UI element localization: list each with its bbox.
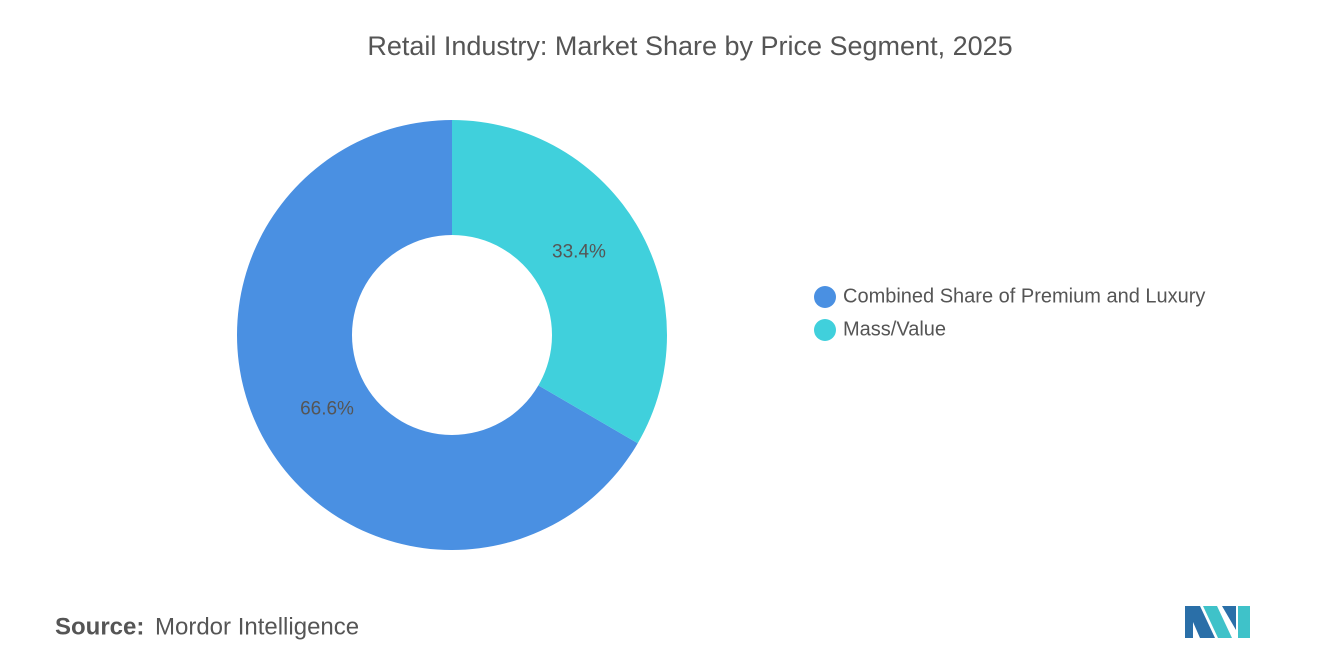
source: Mordor Intelligence [155, 613, 359, 640]
donut-slice [452, 120, 667, 444]
donut-slice [236, 120, 638, 550]
data-label: 33.4% [552, 241, 606, 262]
chart-title: Retail Industry: Market Share by Price S… [367, 31, 1012, 61]
logo [1185, 606, 1250, 638]
legend-marker [814, 319, 836, 341]
source-label: Source: [55, 613, 144, 640]
legend-label: Mass/Value [843, 318, 946, 340]
data-label: 66.6% [300, 399, 354, 420]
legend-marker [814, 286, 836, 308]
legend-label: Combined Share of Premium and Luxury [843, 285, 1205, 307]
